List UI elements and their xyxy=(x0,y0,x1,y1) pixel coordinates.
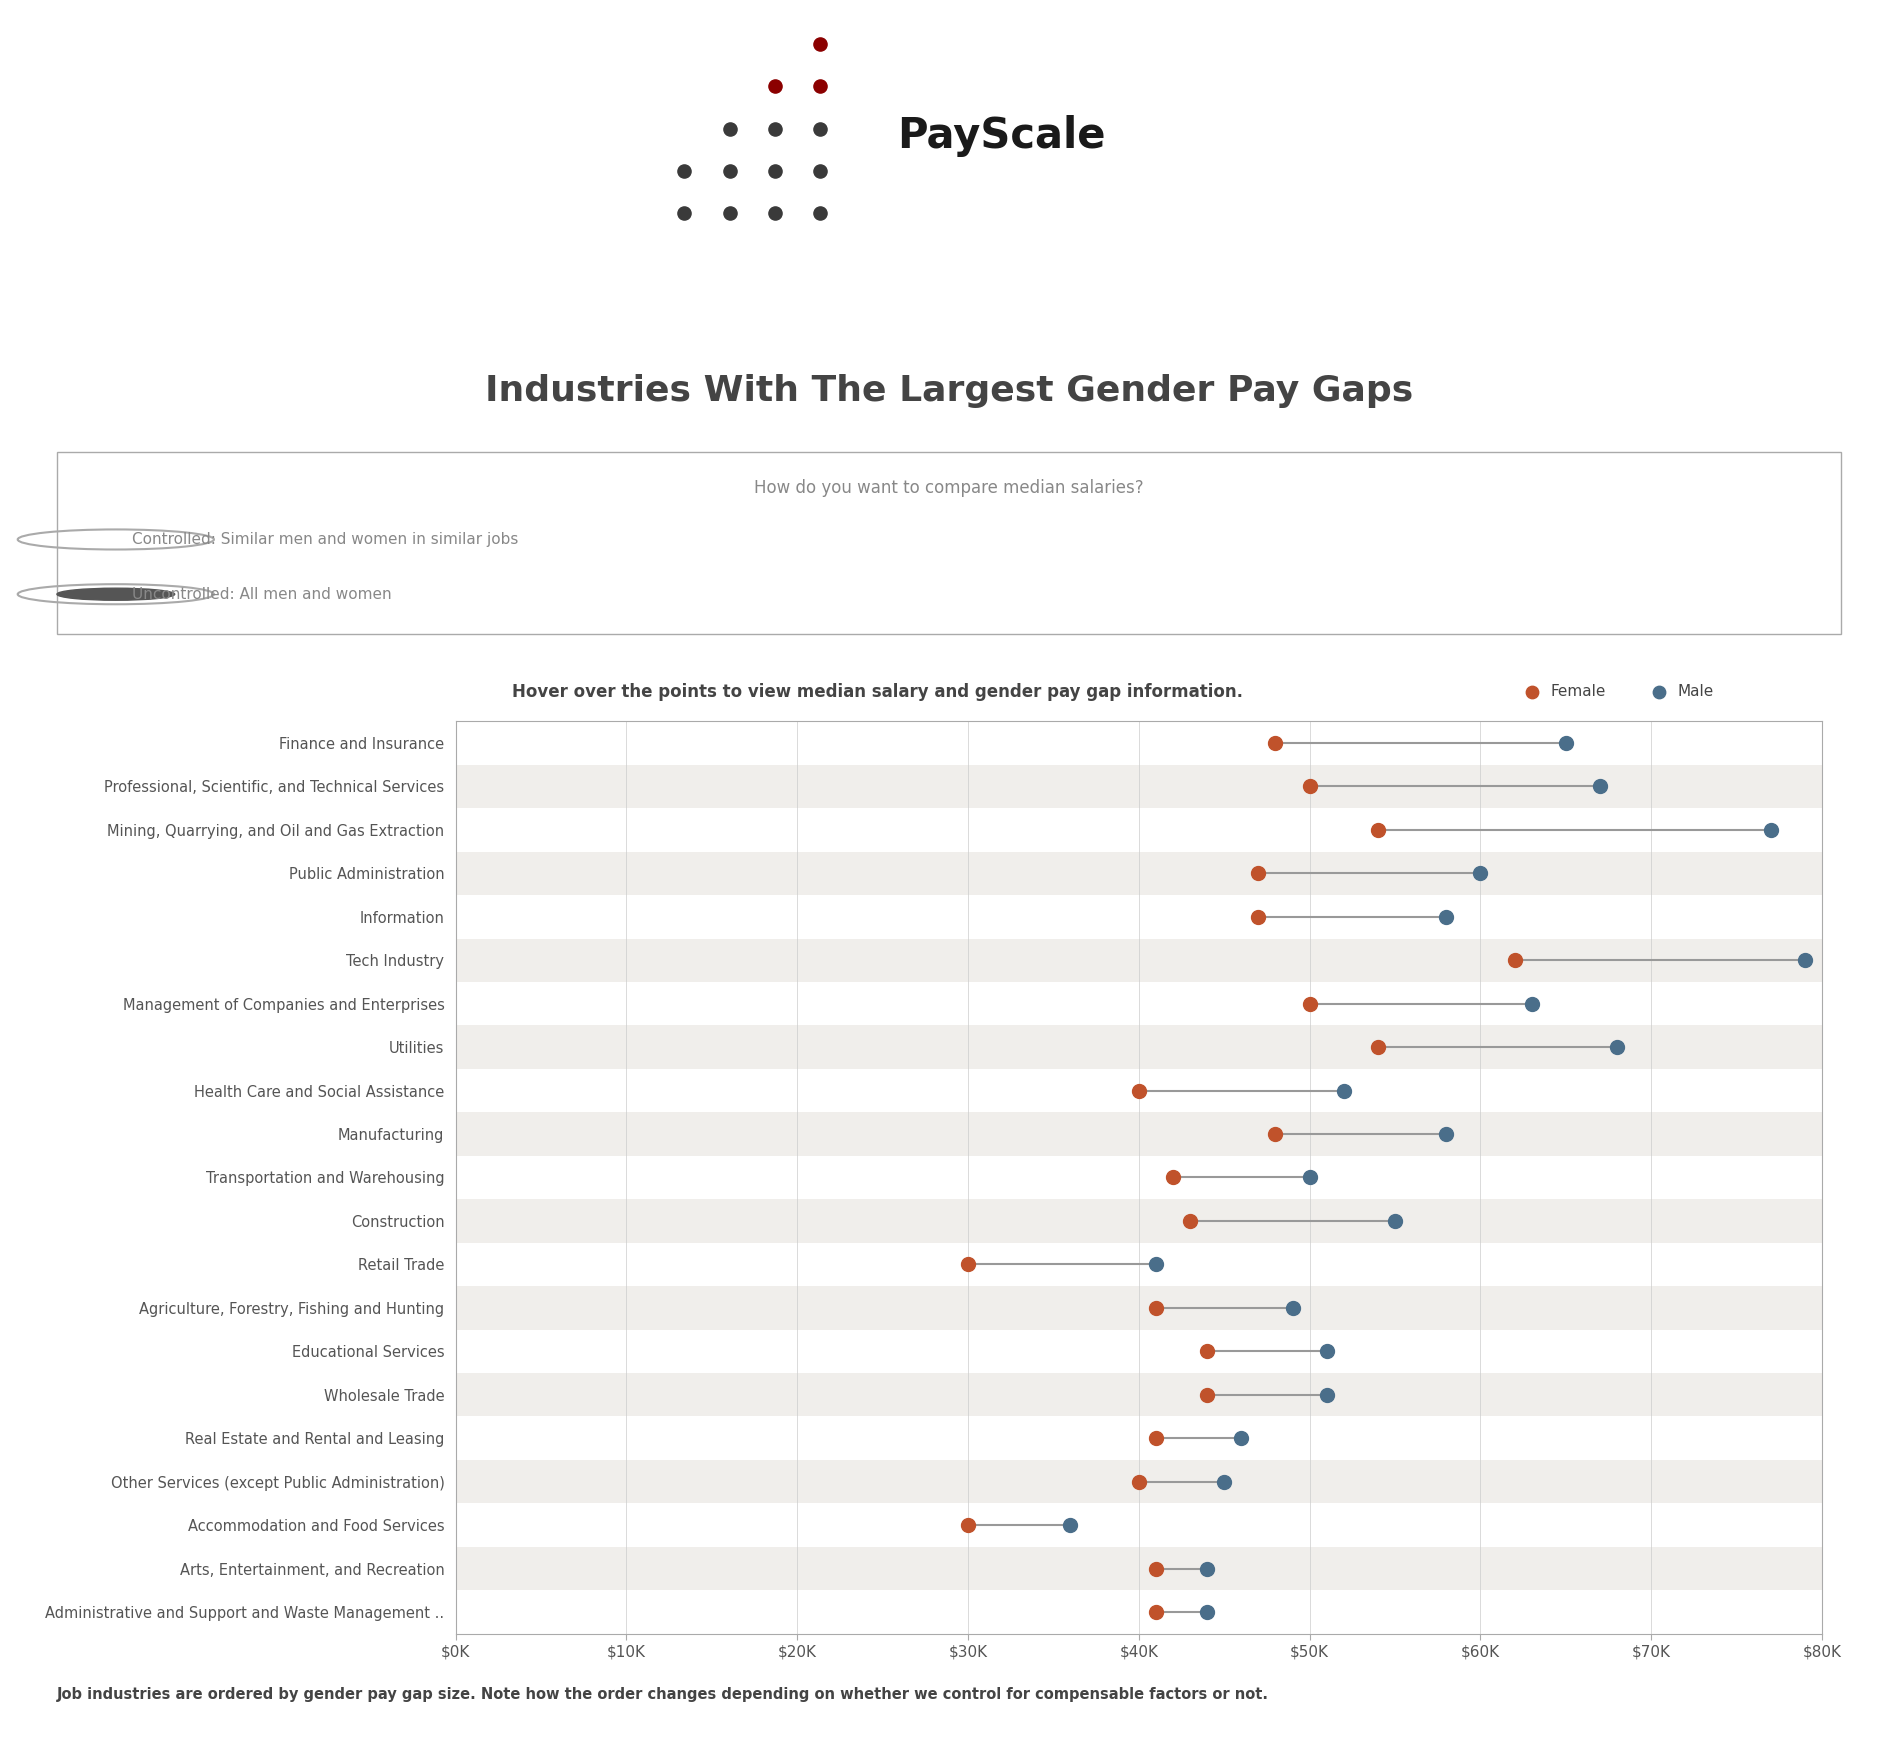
Point xyxy=(1141,1251,1171,1279)
Point xyxy=(1277,1293,1308,1321)
Bar xyxy=(456,1025,1822,1069)
Point xyxy=(1209,1467,1239,1495)
Point xyxy=(714,115,744,143)
Point xyxy=(1602,1032,1632,1060)
Point xyxy=(1141,1599,1171,1627)
Point xyxy=(1243,860,1274,886)
Text: Hover over the points to view median salary and gender pay gap information.: Hover over the points to view median sal… xyxy=(512,683,1243,700)
Bar xyxy=(456,1547,1822,1590)
Point xyxy=(1175,1206,1205,1234)
Point xyxy=(1192,1338,1222,1366)
Point xyxy=(1158,1164,1188,1192)
Point xyxy=(805,73,835,101)
Point xyxy=(1192,1380,1222,1408)
Point xyxy=(1294,991,1325,1018)
Point xyxy=(1517,678,1547,706)
Bar xyxy=(456,1373,1822,1416)
Point xyxy=(759,156,790,184)
Point xyxy=(1055,1512,1086,1540)
Bar xyxy=(456,939,1822,982)
Point xyxy=(1431,1121,1461,1149)
Bar xyxy=(456,1199,1822,1243)
Point xyxy=(759,115,790,143)
Text: Female: Female xyxy=(1551,685,1606,699)
Point xyxy=(1312,1338,1342,1366)
Point xyxy=(1192,1556,1222,1582)
Point xyxy=(805,30,835,57)
Point xyxy=(1141,1293,1171,1321)
Point xyxy=(1192,1599,1222,1627)
Point xyxy=(1551,730,1581,758)
Point xyxy=(1644,678,1674,706)
Text: Uncontrolled: All men and women: Uncontrolled: All men and women xyxy=(131,587,391,601)
Point xyxy=(1294,1164,1325,1192)
Text: Male: Male xyxy=(1678,685,1714,699)
Point xyxy=(670,200,700,228)
Point xyxy=(805,200,835,228)
Point xyxy=(1329,1076,1359,1105)
Point xyxy=(1363,817,1393,845)
Point xyxy=(1141,1556,1171,1582)
Point xyxy=(1585,772,1615,799)
Point xyxy=(805,115,835,143)
Point xyxy=(1260,730,1291,758)
Point xyxy=(805,156,835,184)
Point xyxy=(1499,945,1530,973)
Point xyxy=(1790,945,1820,973)
Point xyxy=(1431,904,1461,932)
Text: Controlled: Similar men and women in similar jobs: Controlled: Similar men and women in sim… xyxy=(131,532,518,547)
Point xyxy=(1243,904,1274,932)
Point xyxy=(1363,1032,1393,1060)
Text: How do you want to compare median salaries?: How do you want to compare median salari… xyxy=(754,480,1144,497)
Point xyxy=(1756,817,1786,845)
FancyBboxPatch shape xyxy=(57,452,1841,634)
Bar xyxy=(456,1112,1822,1156)
Bar xyxy=(456,1460,1822,1503)
Text: PayScale: PayScale xyxy=(898,115,1107,156)
Point xyxy=(1141,1425,1171,1453)
Text: Industries With The Largest Gender Pay Gaps: Industries With The Largest Gender Pay G… xyxy=(484,374,1414,408)
Point xyxy=(1124,1076,1154,1105)
Point xyxy=(759,73,790,101)
Point xyxy=(759,200,790,228)
Point xyxy=(1312,1380,1342,1408)
Point xyxy=(670,156,700,184)
Text: Job industries are ordered by gender pay gap size. Note how the order changes de: Job industries are ordered by gender pay… xyxy=(57,1688,1270,1702)
Circle shape xyxy=(57,587,175,600)
Point xyxy=(1294,772,1325,799)
Bar xyxy=(456,1286,1822,1330)
Point xyxy=(714,200,744,228)
Bar xyxy=(456,852,1822,895)
Point xyxy=(714,156,744,184)
Point xyxy=(1517,991,1547,1018)
Point xyxy=(1260,1121,1291,1149)
Point xyxy=(1226,1425,1256,1453)
Point xyxy=(1465,860,1496,886)
Point xyxy=(953,1512,983,1540)
Bar xyxy=(456,765,1822,808)
Point xyxy=(1124,1467,1154,1495)
Point xyxy=(1380,1206,1410,1234)
Point xyxy=(953,1251,983,1279)
